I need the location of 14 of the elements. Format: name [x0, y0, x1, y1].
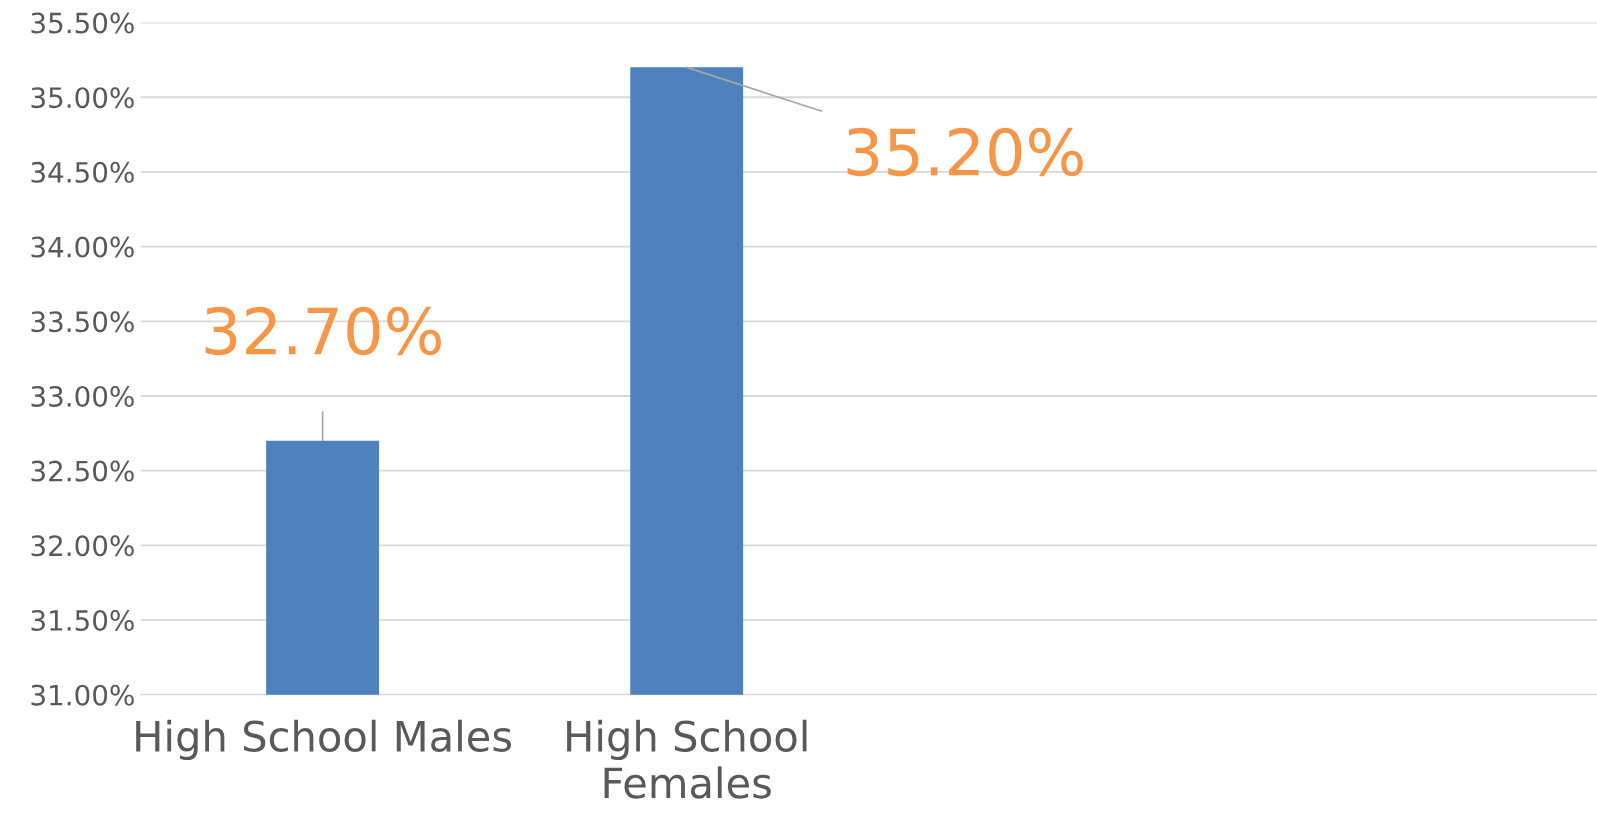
- data-label: 35.20%: [847, 127, 1083, 177]
- y-tick-label: 32.00%: [31, 535, 134, 557]
- y-tick-label: 33.00%: [31, 385, 134, 407]
- y-tick-label: 32.50%: [31, 460, 134, 482]
- y-tick-label: 35.50%: [31, 12, 134, 34]
- y-tick-label: 31.00%: [31, 684, 134, 706]
- y-tick-label: 33.50%: [31, 311, 134, 333]
- y-tick-label: 34.00%: [31, 236, 134, 258]
- y-tick-label: 35.00%: [31, 87, 134, 109]
- x-tick-label: High School Males: [136, 719, 512, 761]
- y-tick-label: 34.50%: [31, 161, 134, 183]
- data-label: 32.70%: [205, 306, 441, 356]
- x-tick-label: High School Females: [567, 719, 807, 799]
- y-tick-label: 31.50%: [31, 609, 134, 631]
